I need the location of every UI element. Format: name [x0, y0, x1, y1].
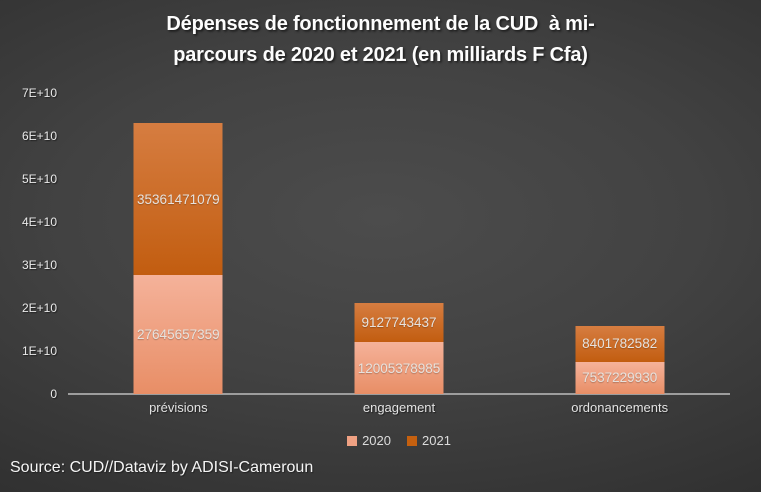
bar-segment-2020-ordonancements: 7537229930 [575, 361, 665, 394]
plot-area: 35361471079 27645657359 9127743437 12005378… [68, 93, 730, 395]
bars-container: 35361471079 27645657359 9127743437 12005378… [68, 93, 730, 394]
bar-engagement: 9127743437 12005378985 [354, 303, 444, 394]
bar-segment-2021-prévisions: 35361471079 [133, 123, 223, 276]
y-tick-label-0: 0 [50, 386, 57, 401]
chart-title: Dépenses de fonctionnement de la CUD à m… [0, 9, 761, 71]
value-label-2021-ordonancements: 8401782582 [582, 336, 658, 352]
legend: 2020 2021 [68, 433, 730, 448]
x-category-label-prévisions: prévisions [149, 400, 208, 415]
value-label-2020-engagement: 12005378985 [357, 360, 441, 376]
value-label-2020-prévisions: 27645657359 [137, 327, 220, 343]
x-axis-category-labels: prévisions engagement ordonancements [68, 400, 730, 415]
legend-swatch-2020 [347, 435, 358, 446]
bar-segment-2020-engagement: 12005378985 [354, 342, 444, 394]
bar-prévisions: 35361471079 27645657359 [133, 123, 223, 394]
bar-segment-2021-ordonancements: 8401782582 [575, 325, 665, 362]
legend-label-2020: 2020 [362, 433, 391, 448]
value-label-2020-ordonancements: 7537229930 [582, 370, 658, 386]
y-tick-label-6E+10: 6E+10 [21, 128, 57, 143]
x-category-label-engagement: engagement [362, 400, 436, 415]
source-note: Source: CUD//Dataviz by ADISI-Cameroun [10, 459, 314, 476]
chart-title-line2: parcours de 2020 et 2021 (en milliards F… [173, 44, 588, 66]
value-label-2021-engagement: 9127743437 [361, 315, 437, 331]
x-category-label-ordonancements: ordonancements [571, 400, 669, 415]
legend-label-2021: 2021 [422, 433, 451, 448]
y-tick-label-1E+10: 1E+10 [21, 343, 57, 358]
y-tick-label-2E+10: 2E+10 [21, 300, 57, 315]
legend-item-2021: 2021 [407, 433, 451, 448]
bar-segment-2020-prévisions: 27645657359 [133, 275, 223, 394]
y-tick-label-7E+10: 7E+10 [21, 85, 57, 100]
bar-ordonancements: 8401782582 7537229930 [575, 325, 665, 394]
value-label-2021-prévisions: 35361471079 [137, 191, 220, 207]
y-tick-label-3E+10: 3E+10 [21, 257, 57, 272]
y-tick-label-5E+10: 5E+10 [21, 171, 57, 186]
bar-slot-ordonancements: 8401782582 7537229930 [509, 93, 730, 394]
chart-title-line1: Dépenses de fonctionnement de la CUD à m… [166, 13, 595, 35]
x-axis-line [68, 393, 730, 395]
y-tick-label-4E+10: 4E+10 [21, 214, 57, 229]
legend-swatch-2021 [407, 435, 417, 446]
y-axis-tick-labels: 0 1E+10 2E+10 3E+10 4E+10 5E+10 6E+10 7E+10 [0, 86, 57, 401]
bar-slot-engagement: 9127743437 12005378985 [289, 93, 510, 394]
legend-item-2020: 2020 [347, 433, 391, 448]
bar-segment-2021-engagement: 9127743437 [354, 303, 444, 343]
bar-slot-prévisions: 35361471079 27645657359 [68, 93, 289, 394]
